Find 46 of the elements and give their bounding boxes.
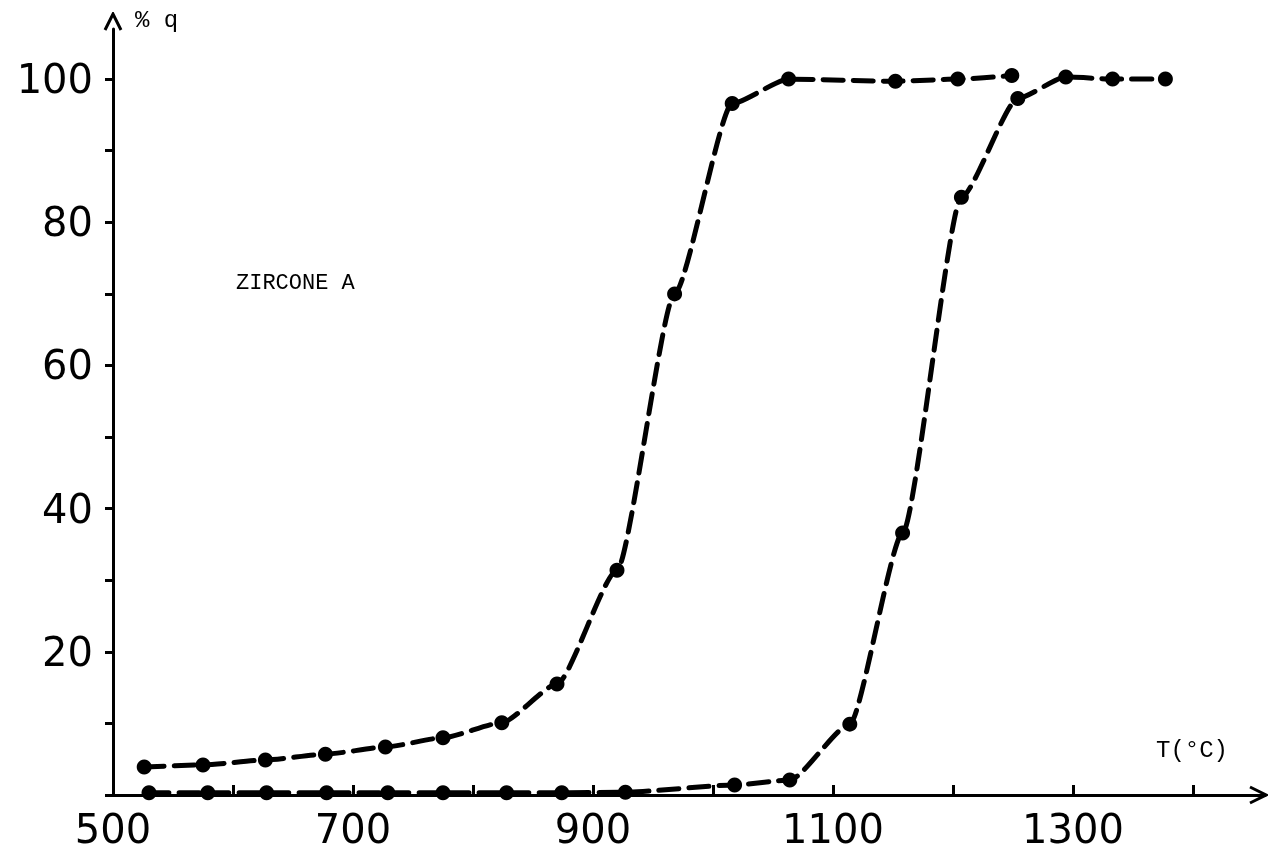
- point: [609, 562, 625, 578]
- point: [724, 95, 740, 111]
- point: [317, 746, 333, 762]
- point: [1157, 71, 1173, 87]
- y-tick-label: 100: [16, 56, 93, 103]
- point: [1004, 68, 1020, 84]
- x-tick-label: 500: [74, 806, 152, 852]
- y-tick-label: 40: [42, 485, 93, 532]
- y-tick-label: 80: [42, 199, 93, 246]
- point: [319, 785, 335, 801]
- x-tick-label: 700: [314, 806, 392, 852]
- point: [617, 784, 633, 800]
- point: [136, 759, 152, 775]
- point: [257, 752, 273, 768]
- point: [782, 772, 798, 788]
- point: [380, 785, 396, 801]
- x-tick-label: 1300: [1022, 806, 1124, 852]
- y-tick-label: 60: [42, 342, 93, 389]
- x-tick-label: 900: [554, 806, 632, 852]
- point: [950, 71, 966, 87]
- point: [259, 785, 275, 801]
- x-tick-label: 1100: [782, 806, 884, 852]
- point: [549, 676, 565, 692]
- point: [435, 730, 451, 746]
- point: [842, 716, 858, 732]
- point: [141, 785, 157, 801]
- y-tick-label: 20: [42, 628, 93, 675]
- annotation: ZIRCONE A: [236, 270, 356, 296]
- point: [667, 286, 683, 302]
- point: [554, 785, 570, 801]
- point: [953, 189, 969, 205]
- point: [377, 739, 393, 755]
- point: [1010, 90, 1026, 106]
- point: [781, 71, 797, 87]
- point: [200, 785, 216, 801]
- point: [895, 525, 911, 541]
- x-axis-title: T(°C): [1155, 736, 1228, 764]
- point: [499, 785, 515, 801]
- point: [435, 785, 451, 801]
- y-axis-title: % q: [135, 6, 179, 34]
- point: [1105, 71, 1121, 87]
- point: [727, 777, 743, 793]
- point: [494, 715, 510, 731]
- point: [887, 73, 903, 89]
- point: [195, 757, 211, 773]
- point: [1058, 69, 1074, 85]
